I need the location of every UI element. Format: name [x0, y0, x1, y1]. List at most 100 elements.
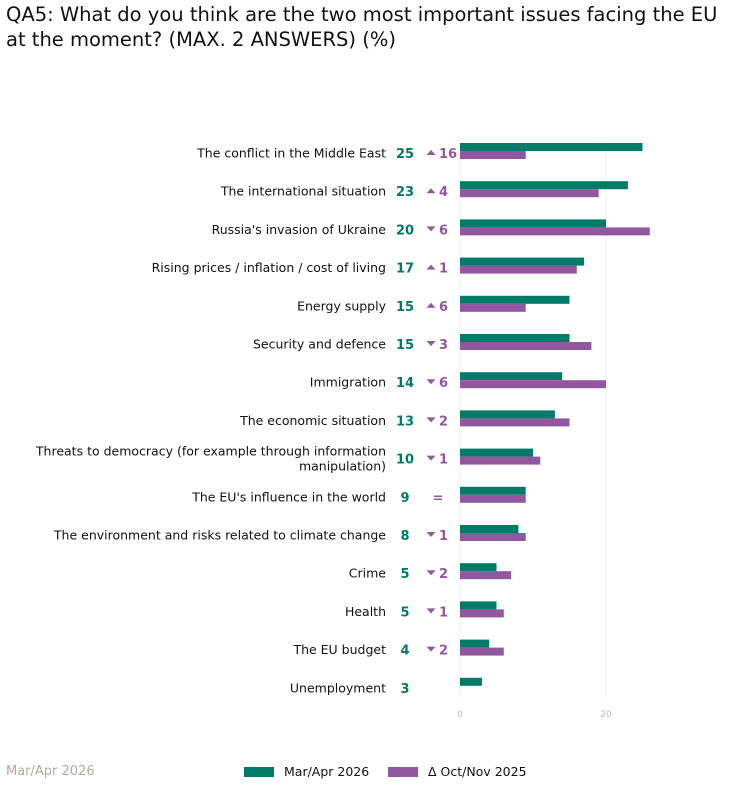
chart-row: The conflict in the Middle East 25 16	[196, 143, 643, 162]
delta-down-icon	[426, 532, 436, 537]
value-label: 20	[396, 223, 414, 238]
category-label: The EU's influence in the world	[191, 489, 386, 504]
category-label: The environment and risks related to cli…	[53, 528, 386, 543]
bar-previous	[460, 380, 606, 389]
bar-current	[460, 448, 533, 457]
chart-title: QA5: What do you think are the two most …	[6, 3, 718, 51]
bar-current	[460, 372, 563, 381]
delta-up-icon	[426, 150, 436, 155]
value-label: 15	[396, 300, 414, 315]
chart-row: Health 5 1	[345, 601, 504, 620]
delta-label: 6	[439, 223, 448, 238]
x-axis-ticks: 0 20	[457, 710, 612, 720]
legend-item-current: Mar/Apr 2026	[244, 764, 369, 779]
bar-current	[460, 334, 570, 342]
delta-label: 6	[439, 300, 448, 315]
category-label: The conflict in the Middle East	[196, 146, 386, 161]
delta-label: 6	[439, 376, 448, 391]
bar-previous	[460, 533, 526, 541]
delta-label: =	[433, 491, 444, 506]
chart-row: The EU's influence in the world 9 =	[191, 486, 526, 506]
legend-item-previous: Δ Oct/Nov 2025	[388, 764, 527, 779]
bar-current	[460, 639, 490, 648]
chart-row: Energy supply 15 6	[297, 295, 570, 315]
bar-previous	[460, 494, 526, 503]
bar-previous	[460, 303, 526, 312]
chart-row: Russia's invasion of Ukraine 20 6	[212, 219, 650, 238]
category-label: Threats to democracy (for example throug…	[35, 444, 386, 474]
value-label: 3	[400, 682, 409, 697]
chart-row: Immigration 14 6	[310, 372, 606, 391]
value-label: 4	[400, 644, 409, 659]
chart-row: Rising prices / inflation / cost of livi…	[152, 257, 585, 277]
bar-previous	[460, 265, 577, 274]
bar-previous	[460, 456, 541, 465]
delta-label: 2	[439, 644, 448, 659]
chart-row: The economic situation 13 2	[239, 410, 570, 429]
value-label: 25	[396, 147, 414, 162]
legend-label-previous: Δ Oct/Nov 2025	[428, 764, 527, 779]
bar-current	[460, 563, 497, 572]
delta-down-icon	[426, 341, 436, 346]
category-label: The economic situation	[239, 413, 386, 428]
category-label: The international situation	[220, 184, 386, 199]
legend-swatch-current	[244, 766, 274, 777]
bar-current	[460, 525, 519, 533]
delta-down-icon	[426, 417, 436, 423]
delta-label: 1	[439, 605, 448, 620]
delta-label: 1	[439, 262, 448, 277]
value-label: 9	[400, 491, 409, 506]
footer-date: Mar/Apr 2026	[6, 764, 95, 779]
delta-down-icon	[426, 226, 436, 232]
delta-down-icon	[426, 379, 436, 385]
chart-row: The international situation 23 4	[220, 181, 628, 200]
chart-row: Unemployment 3	[290, 677, 482, 697]
value-label: 8	[400, 529, 409, 544]
bar-previous	[460, 571, 512, 580]
delta-label: 3	[439, 338, 448, 353]
category-label: Immigration	[310, 375, 386, 390]
bar-current	[460, 219, 606, 228]
category-label: Energy supply	[297, 298, 387, 313]
value-label: 5	[400, 567, 409, 582]
delta-label: 2	[439, 414, 448, 429]
category-label: The EU budget	[292, 642, 386, 657]
bar-current	[460, 410, 555, 419]
delta-label: 1	[439, 453, 448, 468]
value-label: 5	[400, 605, 409, 620]
bar-current	[460, 181, 628, 190]
delta-up-icon	[426, 302, 436, 308]
bar-current	[460, 677, 482, 686]
category-label: Health	[345, 604, 386, 619]
bar-previous	[460, 418, 570, 427]
bar-current	[460, 486, 526, 495]
category-label: Security and defence	[253, 337, 386, 352]
value-label: 13	[396, 414, 414, 429]
value-label: 17	[396, 262, 414, 277]
value-label: 23	[396, 185, 414, 200]
delta-down-icon	[426, 455, 436, 461]
bar-current	[460, 601, 497, 610]
delta-down-icon	[426, 570, 436, 576]
category-label: Russia's invasion of Ukraine	[212, 222, 387, 237]
bar-previous	[460, 189, 599, 198]
delta-label: 16	[439, 147, 457, 162]
legend-label-current: Mar/Apr 2026	[284, 764, 370, 779]
category-label: Unemployment	[290, 680, 386, 695]
chart-row: Security and defence 15 3	[253, 334, 592, 353]
delta-down-icon	[426, 608, 436, 614]
delta-label: 1	[439, 529, 448, 544]
value-label: 14	[396, 376, 414, 391]
value-label: 10	[396, 453, 414, 468]
bar-previous	[460, 609, 504, 618]
bar-current	[460, 295, 570, 304]
bar-current	[460, 257, 585, 266]
x-tick-label: 20	[600, 710, 612, 720]
category-label: Crime	[349, 566, 387, 581]
chart-row: The environment and risks related to cli…	[53, 525, 526, 544]
chart-row: Threats to democracy (for example throug…	[35, 444, 541, 474]
delta-label: 2	[439, 567, 448, 582]
category-label: Rising prices / inflation / cost of livi…	[152, 260, 386, 275]
